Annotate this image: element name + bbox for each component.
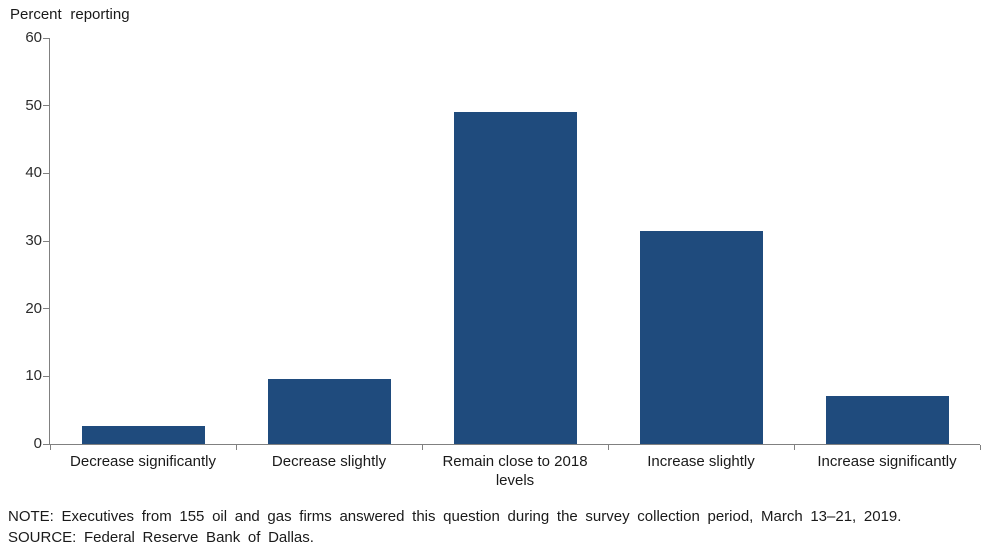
x-axis-tick — [49, 445, 51, 450]
x-axis-tick — [235, 445, 237, 450]
y-axis-tick-label: 60 — [25, 29, 42, 46]
category-label: Increase significantly — [817, 453, 957, 470]
y-axis-tick-label: 0 — [33, 435, 42, 452]
y-axis-tick — [43, 37, 49, 39]
category-label: Decrease slightly — [271, 453, 387, 470]
y-axis-tick-label: 30 — [25, 232, 42, 249]
y-axis-tick-label: 10 — [25, 367, 42, 385]
y-axis-tick — [43, 375, 49, 377]
x-axis-tick — [793, 445, 795, 450]
bar — [453, 111, 577, 444]
y-axis-tick — [43, 172, 49, 174]
bar — [267, 379, 391, 444]
note-text: NOTE: Executives from 155 oil and gas fi… — [8, 508, 902, 525]
y-axis-tick — [43, 308, 49, 310]
source-text: SOURCE: Federal Reserve Bank of Dallas. — [8, 529, 314, 546]
y-axis-tick — [43, 443, 49, 445]
x-axis-tick — [979, 445, 981, 450]
footnotes: NOTE: Executives from 155 oil and gas fi… — [8, 506, 988, 548]
y-axis-tick-label: 20 — [25, 299, 42, 317]
category-label: Increase slightly — [647, 453, 755, 470]
bar — [825, 395, 949, 444]
y-axis-tick — [43, 105, 49, 107]
category-label: Remain close to 2018 levels — [442, 453, 588, 489]
bar — [639, 230, 763, 444]
category-label: Decrease significantly — [70, 453, 216, 470]
bar — [81, 426, 205, 444]
y-axis-tick — [43, 240, 49, 242]
plot-area: 0 10 20 30 40 50 60 Decrease significantly Decre… — [25, 29, 981, 489]
y-axis-label: Percent reporting — [10, 6, 130, 23]
x-axis-tick — [607, 445, 609, 450]
x-axis-tick — [421, 445, 423, 450]
y-axis-tick-label: 40 — [25, 164, 42, 182]
y-axis-tick-label: 50 — [25, 96, 42, 114]
